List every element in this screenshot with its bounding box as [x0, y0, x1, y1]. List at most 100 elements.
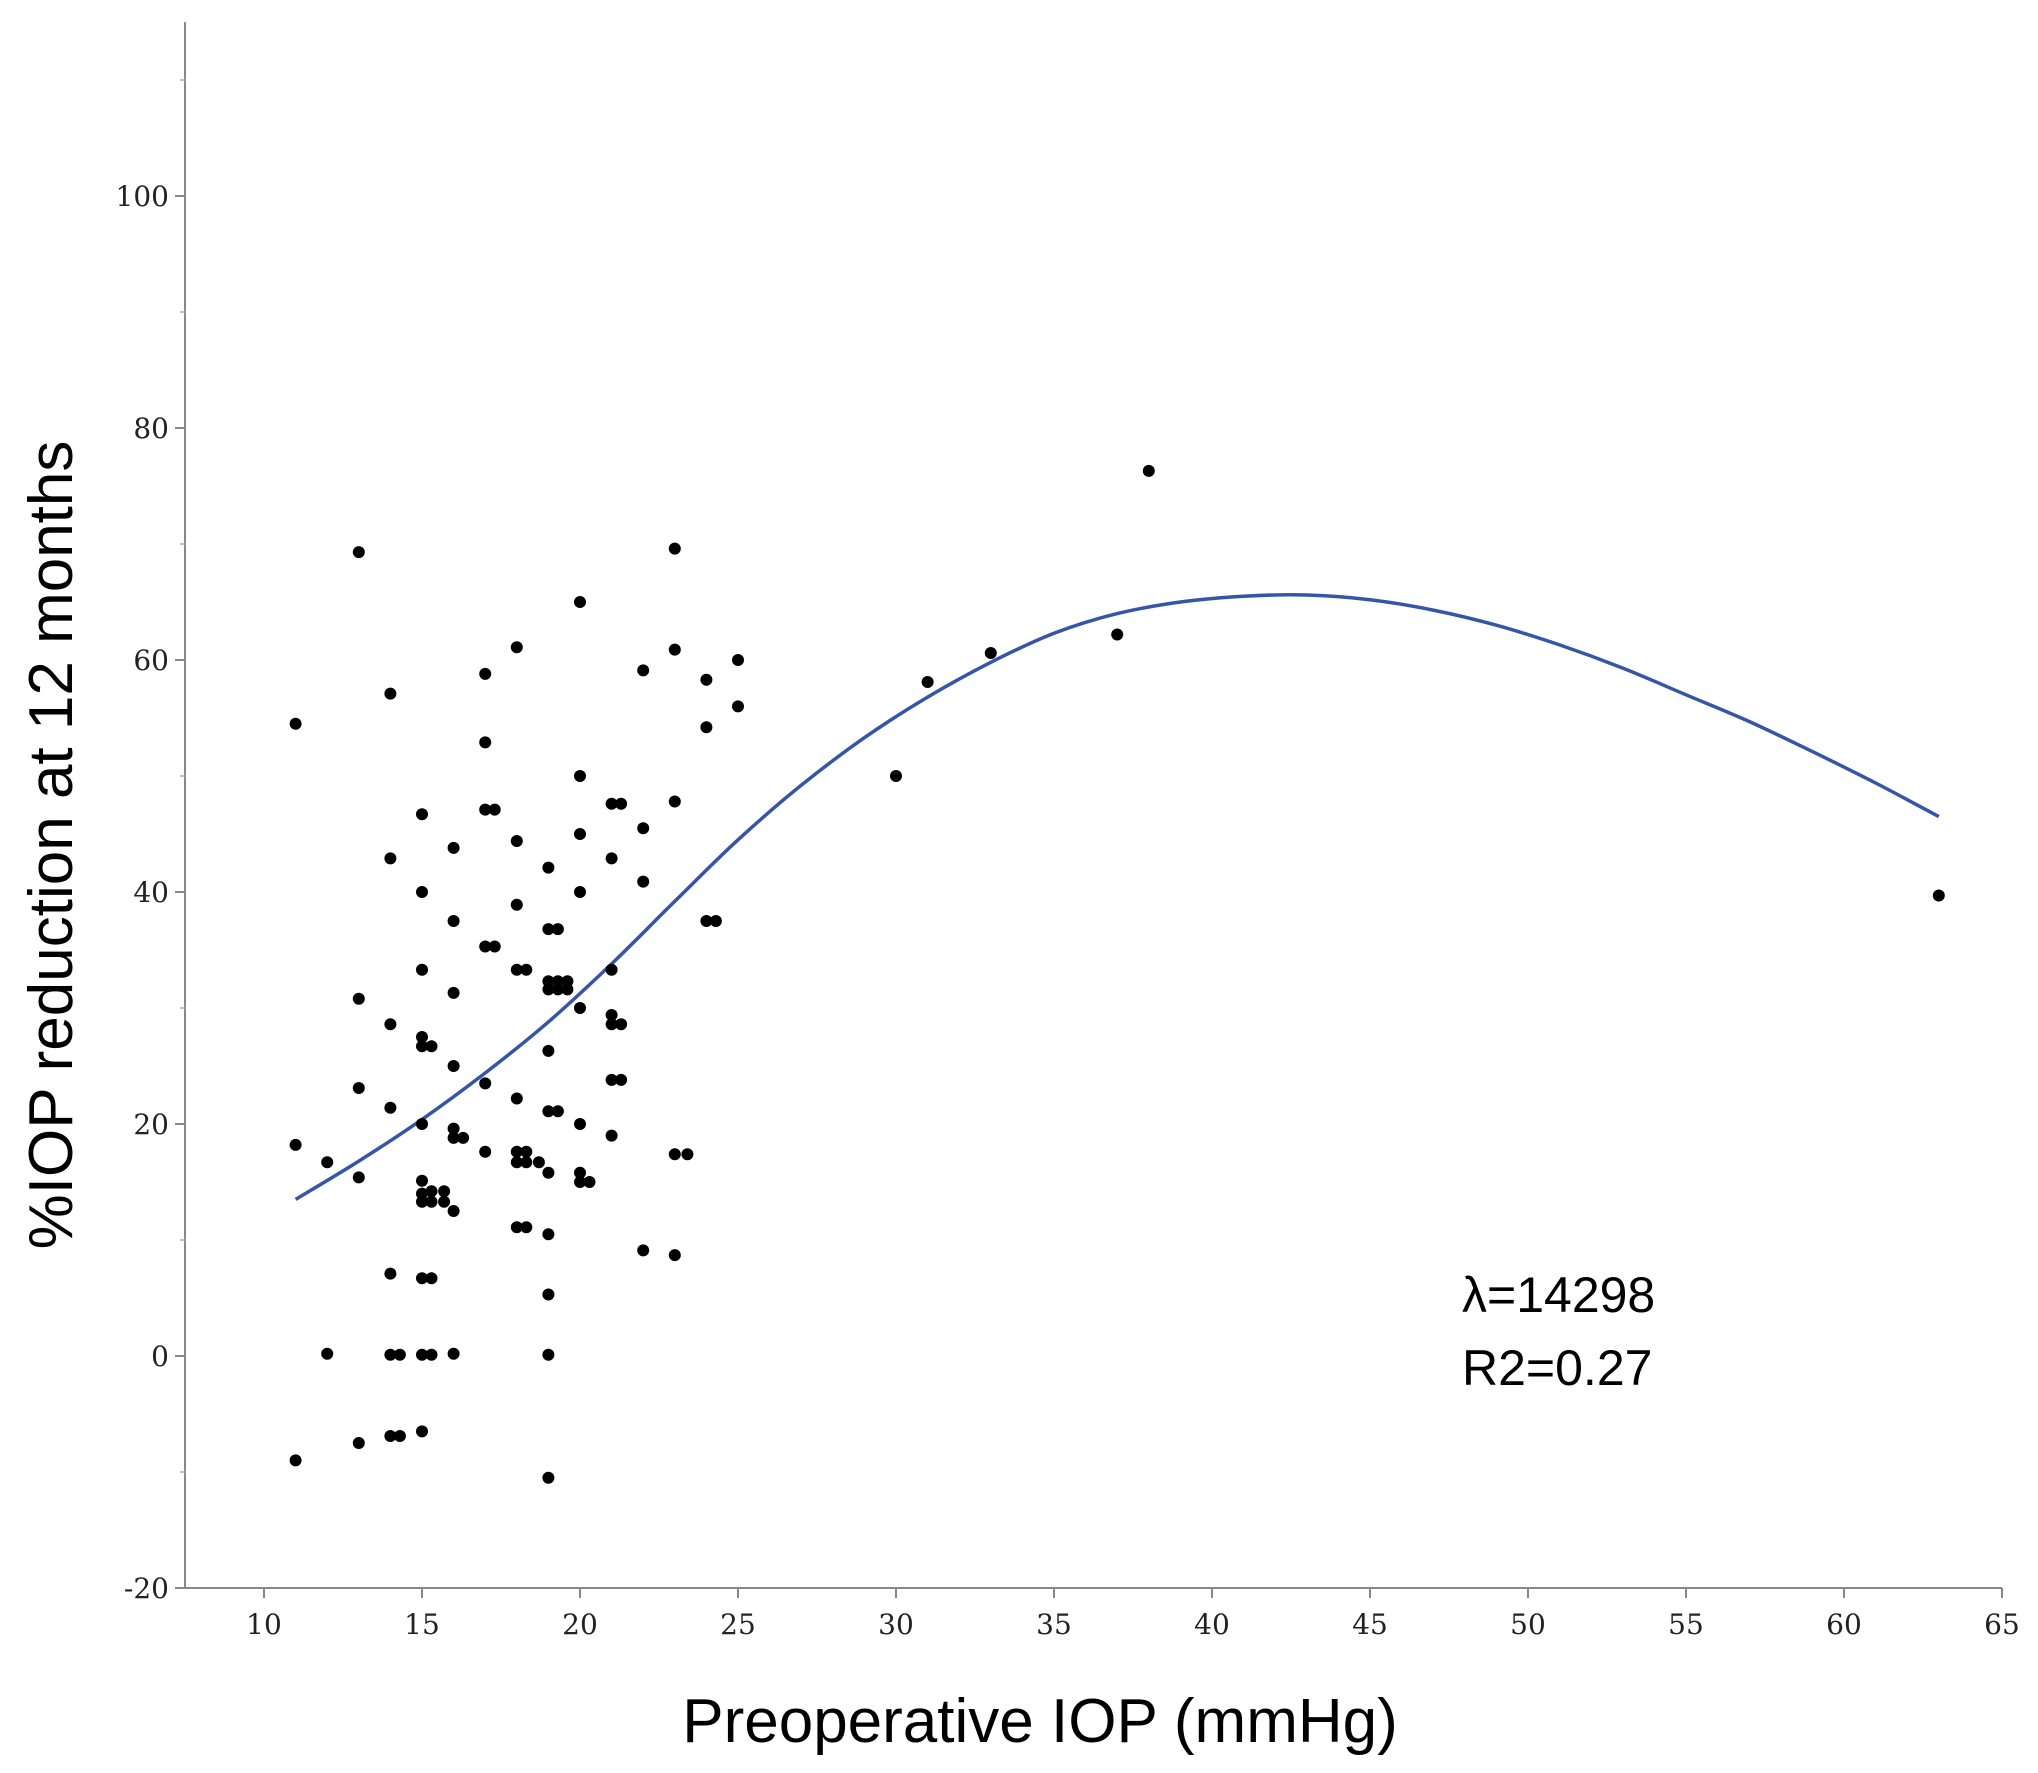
data-point	[574, 1118, 586, 1130]
x-ticks: 10 15 20 25 30 35 40 45 50 55 60 65	[246, 1588, 2020, 1641]
data-point	[416, 1031, 428, 1043]
lambda-annotation: λ=14298	[1462, 1267, 1655, 1323]
x-tick-label: 15	[404, 1608, 440, 1641]
data-point	[668, 795, 681, 808]
data-point	[637, 1244, 650, 1257]
data-point	[681, 1148, 694, 1161]
x-tick-label: 20	[562, 1608, 598, 1641]
data-point	[700, 673, 713, 686]
data-point	[605, 1009, 618, 1021]
data-point	[542, 1288, 555, 1301]
data-point	[561, 983, 574, 996]
data-point	[416, 1174, 428, 1187]
spline-fit-curve	[294, 593, 1940, 1201]
data-point	[447, 841, 460, 854]
x-tick-label: 45	[1352, 1608, 1388, 1641]
data-point	[1932, 889, 1945, 902]
data-point	[416, 1195, 428, 1208]
data-point	[425, 1272, 438, 1285]
data-point	[425, 1348, 438, 1361]
x-tick-label: 50	[1510, 1608, 1546, 1641]
data-point	[393, 1348, 406, 1361]
r2-annotation: R2=0.27	[1462, 1340, 1652, 1396]
data-point	[479, 1145, 492, 1158]
y-tick-label: 40	[133, 876, 169, 909]
data-point	[479, 940, 492, 953]
data-point	[510, 1221, 523, 1234]
data-point	[532, 1156, 545, 1169]
data-point	[668, 1148, 681, 1161]
fit-curve-layer	[294, 593, 1940, 1201]
data-point	[510, 1156, 523, 1169]
data-point	[615, 1073, 628, 1086]
data-point	[479, 1077, 492, 1090]
x-tick-label: 65	[1984, 1608, 2020, 1641]
data-point	[510, 835, 523, 847]
data-point	[447, 1122, 460, 1135]
y-tick-label: -20	[124, 1572, 169, 1605]
data-point	[1111, 628, 1124, 641]
data-point	[605, 1018, 618, 1031]
x-tick-label: 10	[246, 1608, 282, 1641]
data-point	[384, 1430, 397, 1442]
data-point	[289, 1138, 302, 1151]
data-point	[447, 1060, 460, 1072]
data-point	[321, 1156, 334, 1169]
data-point	[637, 875, 650, 888]
data-point	[574, 886, 586, 898]
data-point	[321, 1347, 334, 1360]
x-tick-label: 35	[1036, 1608, 1072, 1641]
data-point	[384, 852, 397, 865]
data-point	[289, 717, 302, 730]
data-point	[510, 1145, 523, 1158]
data-point	[574, 1176, 586, 1188]
data-point	[510, 641, 523, 654]
x-tick-label: 30	[878, 1608, 914, 1641]
y-tick-label: 0	[151, 1340, 169, 1373]
data-point	[668, 1249, 681, 1262]
data-point	[425, 1195, 438, 1208]
data-point	[709, 915, 722, 927]
data-point	[583, 1176, 596, 1188]
x-axis-title: Preoperative IOP (mmHg)	[682, 1687, 1398, 1756]
data-point	[447, 986, 460, 999]
data-point	[542, 1228, 555, 1241]
data-point	[447, 1347, 460, 1360]
data-point	[615, 1018, 628, 1031]
data-point	[384, 687, 397, 700]
data-point	[457, 1131, 470, 1144]
data-point	[668, 542, 681, 555]
data-point	[520, 1221, 533, 1234]
data-point	[438, 1195, 451, 1208]
data-point	[479, 803, 492, 816]
data-point	[352, 1082, 365, 1094]
data-point	[289, 1454, 302, 1467]
data-point	[921, 676, 934, 688]
data-point	[416, 963, 428, 976]
data-point	[574, 1166, 586, 1179]
data-point	[352, 992, 365, 1005]
data-point	[520, 1156, 533, 1169]
y-ticks: -20 0 20 40 60 80 100	[116, 79, 185, 1605]
data-point	[605, 1129, 618, 1142]
y-tick-label: 60	[133, 644, 169, 677]
data-point	[732, 700, 744, 713]
data-point	[416, 1272, 428, 1285]
data-point	[416, 1425, 428, 1438]
data-point	[416, 886, 428, 898]
data-point	[574, 596, 586, 608]
data-point	[574, 1002, 586, 1014]
data-point	[890, 770, 902, 782]
data-point	[542, 1166, 555, 1179]
data-point	[479, 736, 492, 749]
data-points	[289, 464, 1945, 1484]
data-point	[384, 1018, 397, 1031]
data-point	[700, 721, 713, 734]
x-tick-label: 40	[1194, 1608, 1230, 1641]
data-point	[488, 803, 501, 816]
data-point	[479, 667, 492, 680]
axes	[184, 22, 2002, 1589]
data-point	[447, 1131, 460, 1144]
data-point	[637, 822, 650, 835]
